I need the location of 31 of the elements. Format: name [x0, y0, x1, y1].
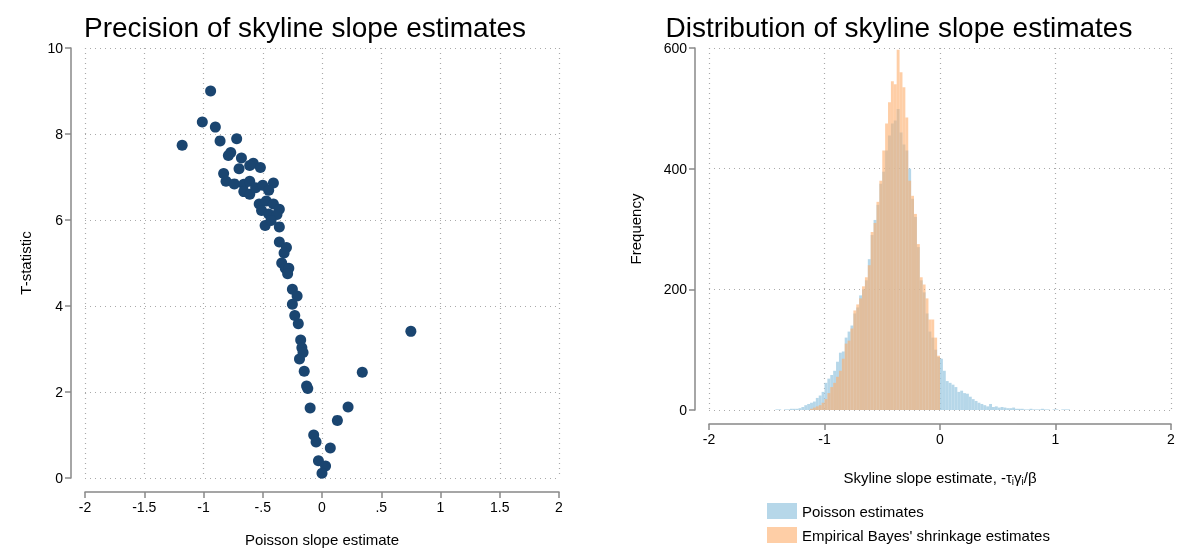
y-tick-label: 600 — [663, 40, 688, 56]
y-tick-label: 10 — [47, 40, 64, 56]
x-tick-label: 0 — [318, 499, 327, 515]
legend-label: Empirical Bayes' shrinkage estimates — [802, 526, 1050, 544]
y-tick-label: 200 — [663, 281, 688, 298]
x-axis-title: Poisson slope estimate — [244, 531, 400, 548]
x-tick-label: 2 — [555, 499, 564, 515]
x-tick-label: 0 — [936, 431, 945, 447]
chart-title: Precision of skyline slope estimates — [84, 11, 526, 43]
y-tick-label: 400 — [663, 160, 688, 177]
legend-label: Poisson estimates — [802, 502, 924, 520]
x-tick-label: -1.5 — [132, 499, 157, 515]
x-tick-label: -1 — [818, 431, 831, 447]
x-tick-label: .5 — [375, 499, 388, 515]
y-axis-title: T-statistic — [17, 230, 34, 295]
x-tick-label: 1.5 — [490, 499, 510, 515]
y-tick-label: 6 — [55, 212, 64, 228]
x-tick-label: -2 — [702, 431, 716, 447]
x-tick-label: -.5 — [254, 499, 272, 515]
y-tick-label: 4 — [55, 298, 64, 314]
y-tick-label: 0 — [55, 470, 64, 486]
x-tick-label: -2 — [78, 499, 92, 515]
x-tick-label: 2 — [1167, 431, 1176, 447]
x-tick-label: 1 — [1051, 431, 1060, 447]
y-tick-label: 8 — [55, 126, 64, 142]
y-tick-label: 0 — [679, 402, 688, 418]
chart-title: Distribution of skyline slope estimates — [665, 11, 1133, 43]
x-tick-label: 1 — [436, 499, 445, 515]
y-axis-title: Frequency — [627, 193, 644, 265]
x-tick-label: -1 — [197, 499, 210, 515]
y-tick-label: 2 — [55, 384, 64, 400]
